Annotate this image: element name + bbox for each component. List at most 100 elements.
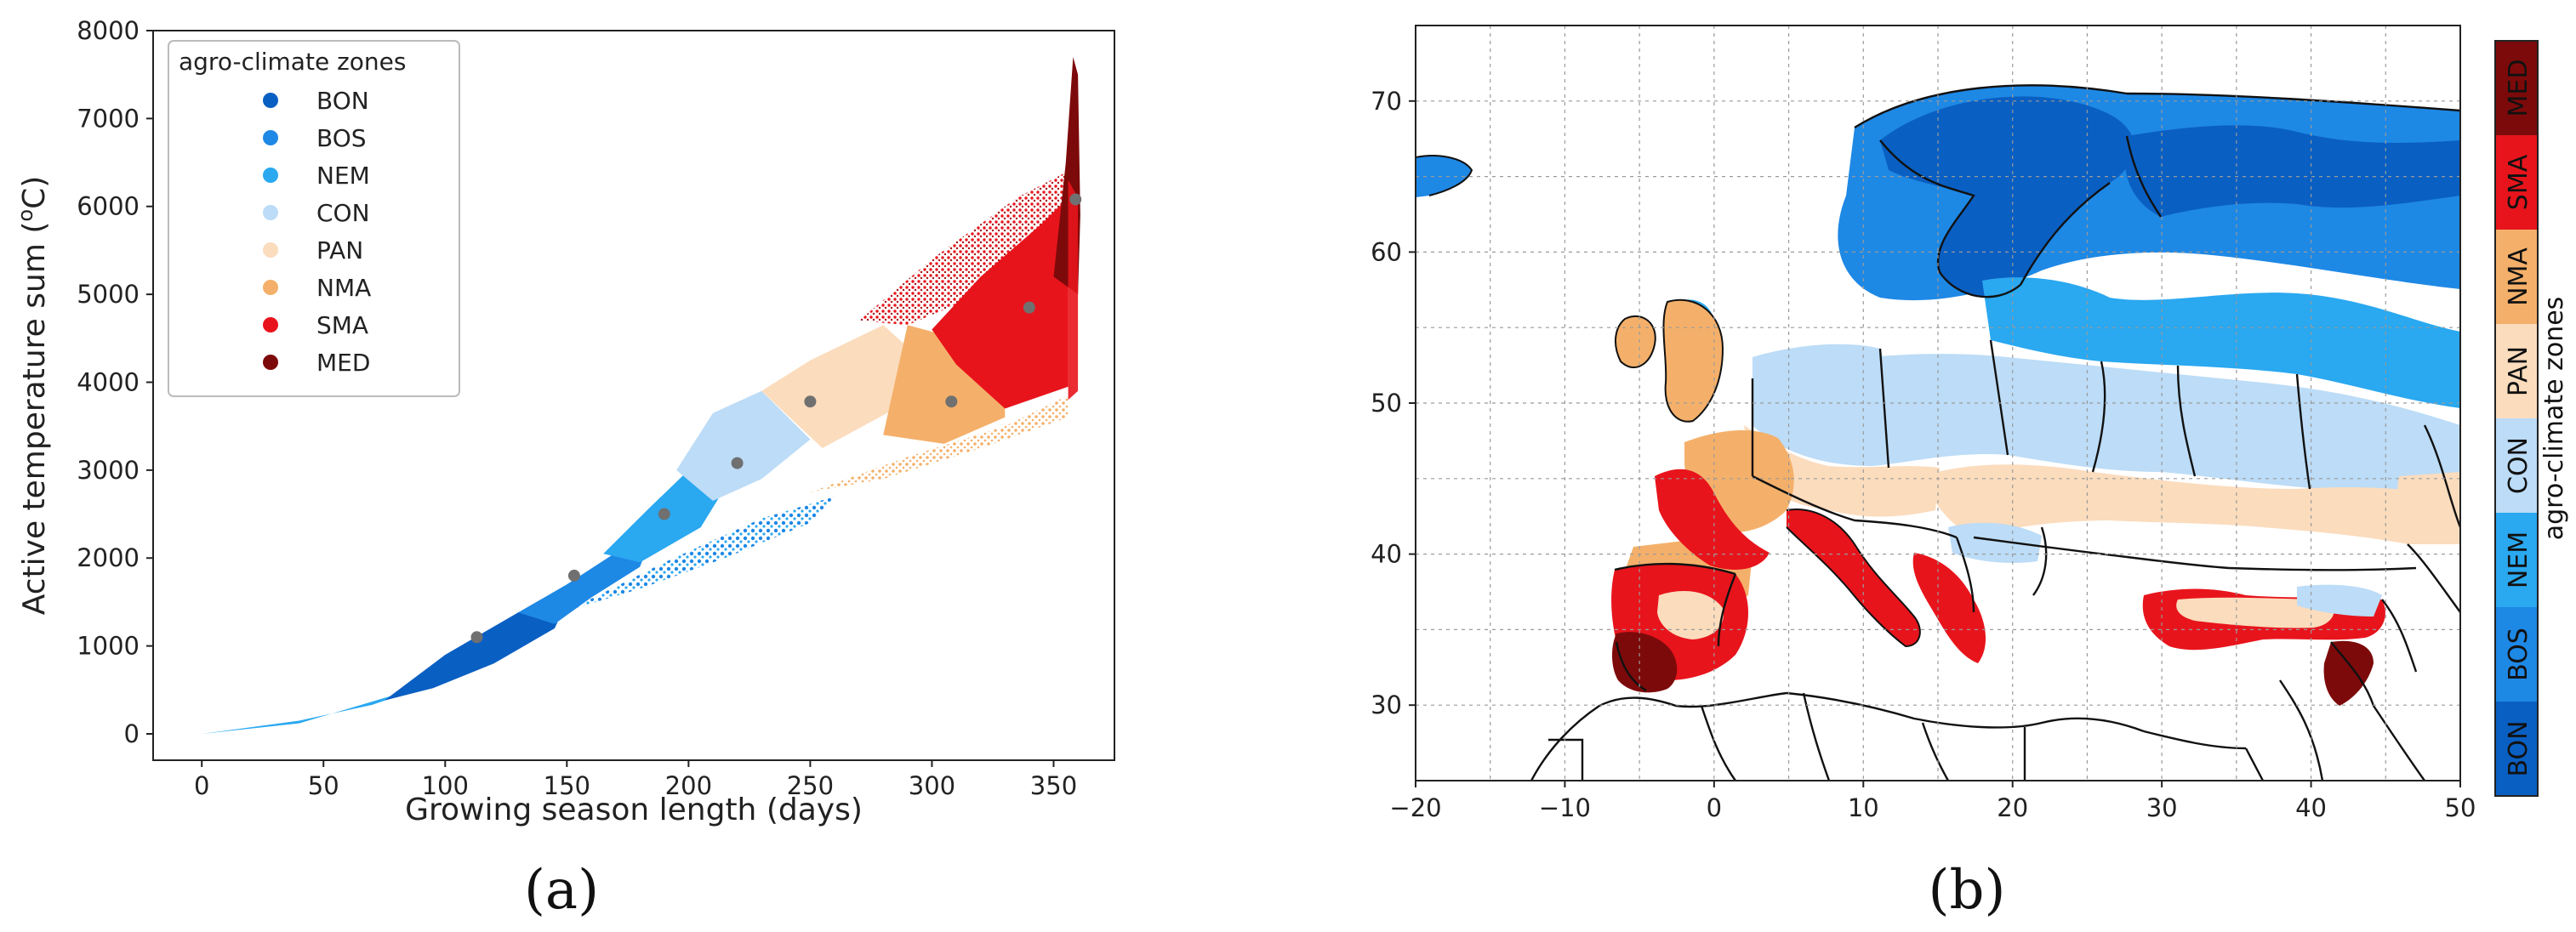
- legend-label-nem: NEM: [316, 162, 370, 190]
- zone-area-sma-italy: [1787, 509, 1920, 646]
- scatter-band-bos: [518, 536, 653, 624]
- median-marker-sma: [1023, 301, 1035, 314]
- legend-swatch-con: [263, 205, 278, 220]
- panel-a-scatter: 0 50 100 150 200 250 300 350 0 1000 2000 3000 4000 5…: [14, 16, 1115, 922]
- legend-swatch-bos: [263, 130, 278, 145]
- scatter-season-end-wall: [1068, 179, 1079, 401]
- zone-area-pan-east: [1923, 464, 2460, 544]
- legend-swatch-med: [263, 355, 278, 370]
- colorbar-frame: [2494, 40, 2539, 797]
- y-tick-label: 7000: [77, 104, 140, 133]
- colorbar-label-bos: BOS: [2504, 628, 2533, 681]
- x-tick-label: 250: [787, 771, 834, 800]
- legend-swatch-nma: [263, 280, 278, 295]
- legend-label-nma: NMA: [316, 274, 371, 302]
- panel-a-x-ticks: 0 50 100 150 200 250 300 350: [194, 760, 1077, 800]
- map-y-tick-label: 40: [1371, 540, 1402, 569]
- colorbar-cell-med: [2495, 41, 2538, 135]
- legend-swatch-pan: [263, 242, 278, 258]
- zone-area-con-turkey-east: [2297, 584, 2382, 617]
- median-marker-pan: [804, 395, 817, 408]
- median-marker-nma: [945, 395, 958, 408]
- map-x-tick-label: 50: [2445, 793, 2476, 822]
- panel-a-label: (a): [524, 859, 599, 922]
- colorbar-label-nma: NMA: [2504, 247, 2533, 306]
- zone-area-med-iberia: [1611, 632, 1678, 693]
- colorbar-cell-sma: [2495, 135, 2538, 230]
- map-y-ticks: 30 40 50 60 70: [1371, 87, 1416, 719]
- colorbar-label-pan: PAN: [2504, 346, 2533, 396]
- panel-b-label: (b): [1929, 859, 2006, 922]
- scatter-band-pan: [761, 325, 908, 448]
- legend-items: BON BOS NEM CON PAN NMA SMA MED: [263, 87, 371, 377]
- colorbar-title: agro-climate zones: [2539, 297, 2569, 541]
- colorbar-cell-bon: [2495, 702, 2538, 796]
- zone-scatter-regions: [202, 57, 1080, 734]
- colorbar-cell-bos: [2495, 607, 2538, 702]
- colorbar-cell-nma: [2495, 230, 2538, 324]
- zone-area-bon-scandinavia: [1880, 96, 2134, 298]
- scatter-band-sma: [932, 197, 1069, 409]
- panel-a-y-ticks: 0 1000 2000 3000 4000 5000 6000 7000 8000: [77, 16, 153, 748]
- x-tick-label: 200: [665, 771, 712, 800]
- colorbar-label-con: CON: [2504, 437, 2533, 494]
- y-tick-label: 8000: [77, 16, 140, 45]
- map-content: [1416, 26, 2460, 781]
- map-x-tick-label: −20: [1389, 793, 1441, 822]
- map-x-ticks: −20 −10 0 10 20 30 40 50: [1389, 781, 2476, 822]
- zone-area-con-north-coast: [1752, 344, 1889, 384]
- map-x-tick-label: 40: [2295, 793, 2327, 822]
- zone-area-pan-iberia: [1657, 591, 1724, 639]
- map-x-tick-label: 0: [1707, 793, 1722, 822]
- map-y-tick-label: 30: [1371, 690, 1402, 719]
- panel-a-legend: agro-climate zones BON BOS NEM CON PAN NMA SMA…: [168, 40, 460, 397]
- legend-swatch-sma: [263, 317, 278, 332]
- zone-area-med-syria: [2323, 640, 2374, 706]
- colorbar-cell-nem: [2495, 513, 2538, 607]
- map-y-tick-label: 70: [1371, 87, 1402, 116]
- colorbar-label-sma: SMA: [2504, 154, 2533, 210]
- scatter-band-bon: [384, 601, 567, 701]
- map-y-tick-label: 60: [1371, 237, 1402, 266]
- legend-label-bon: BON: [316, 87, 369, 115]
- zone-area-bon-finland: [2124, 125, 2460, 217]
- zone-area-sma-balkans: [1912, 553, 1986, 663]
- country-borders: [1530, 84, 2460, 781]
- zone-area-nma-uk-ireland: [1615, 299, 1723, 422]
- x-tick-label: 100: [422, 771, 469, 800]
- legend-swatch-bon: [263, 93, 278, 108]
- map-x-tick-label: 30: [2146, 793, 2178, 822]
- legend-box: [168, 40, 460, 397]
- y-tick-label: 5000: [77, 280, 140, 309]
- legend-title: agro-climate zones: [179, 48, 406, 76]
- colorbar-label-nem: NEM: [2504, 531, 2533, 588]
- map-colorbar: BON BOS NEM CON PAN NMA SMA MED agro-climate zo…: [2494, 40, 2569, 797]
- zone-area-pan-west: [1744, 425, 1940, 517]
- x-tick-label: 0: [194, 771, 209, 800]
- median-marker-med: [1069, 193, 1082, 206]
- zone-area-con-central: [1752, 354, 2460, 502]
- zone-area-pan-caucasus: [2397, 472, 2460, 544]
- x-tick-label: 300: [909, 771, 955, 800]
- legend-label-pan: PAN: [316, 236, 363, 264]
- zone-area-nem-baltic: [1982, 277, 2460, 408]
- map-x-tick-label: −10: [1539, 793, 1591, 822]
- map-x-tick-label: 20: [1997, 793, 2028, 822]
- zone-area-con-balkans: [1948, 522, 2042, 563]
- map-gridlines: [1416, 26, 2460, 781]
- y-tick-label: 0: [124, 719, 140, 748]
- scatter-upper-red-fringe: [858, 171, 1069, 326]
- legend-label-bos: BOS: [316, 124, 367, 152]
- x-tick-label: 350: [1030, 771, 1077, 800]
- x-tick-label: 150: [544, 771, 590, 800]
- colorbar-cells: BON BOS NEM CON PAN NMA SMA MED: [2495, 41, 2538, 796]
- scatter-band-con: [676, 390, 811, 501]
- colorbar-label-med: MED: [2504, 60, 2533, 117]
- median-marker-con: [731, 457, 744, 469]
- y-tick-label: 3000: [77, 456, 140, 485]
- panel-a-x-axis-label: Growing season length (days): [405, 793, 863, 827]
- scatter-lower-blue-fringe: [567, 496, 835, 611]
- zone-area-sma-france: [1655, 469, 1770, 570]
- median-marker-bon: [470, 631, 483, 644]
- colorbar-cell-pan: [2495, 324, 2538, 418]
